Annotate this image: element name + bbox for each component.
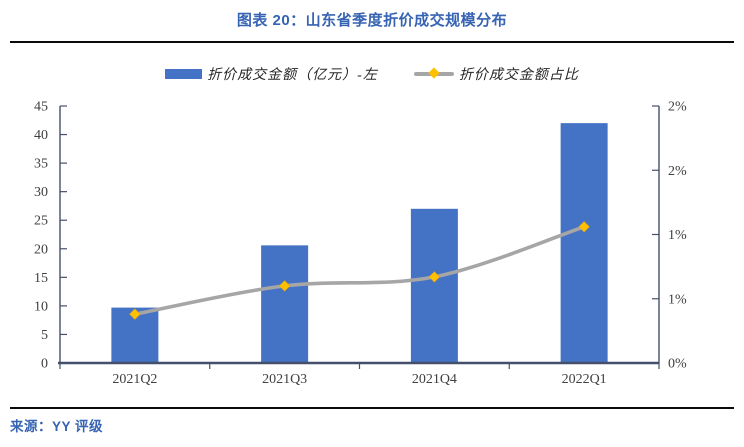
- figure-title: 图表 20：山东省季度折价成交规模分布: [236, 12, 508, 29]
- right-axis-tick-label: 2%: [668, 164, 687, 179]
- right-axis-tick-label: 1%: [668, 228, 687, 243]
- chart-legend: 折价成交金额（亿元）-左 折价成交金额占比: [0, 62, 744, 86]
- right-axis-tick-label: 1%: [668, 292, 687, 307]
- left-axis-tick-label: 10: [34, 299, 48, 314]
- bar-2021Q3: [261, 245, 309, 363]
- left-axis-tick-label: 40: [34, 128, 48, 143]
- bar-series: [111, 123, 608, 363]
- right-axis-tick-label: 0%: [668, 357, 687, 372]
- left-axis-tick-label: 5: [41, 328, 48, 343]
- legend-label-bar-series: 折价成交金额（亿元）-左: [207, 68, 378, 83]
- bar-2021Q4: [410, 208, 458, 363]
- footer-divider: [10, 407, 734, 409]
- title-divider: [10, 41, 734, 43]
- source-note: 来源：YY 评级: [10, 419, 104, 434]
- diamond-marker-2021Q3: [279, 280, 291, 292]
- legend-item-bar-series: 折价成交金额（亿元）-左: [165, 64, 378, 84]
- x-axis-category-label: 2021Q4: [412, 372, 457, 387]
- left-axis-tick-label: 0: [41, 357, 48, 372]
- left-axis-tick-label: 15: [34, 271, 48, 286]
- line-markers: [129, 221, 590, 320]
- x-axis-category-label: 2021Q3: [262, 372, 307, 387]
- left-axis-tick-label: 25: [34, 214, 48, 229]
- legend-item-line-series: 折价成交金额占比: [413, 64, 579, 84]
- bar-series-swatch-icon: [165, 69, 203, 79]
- left-axis-tick-label: 20: [34, 242, 48, 257]
- right-axis-tick-label: 2%: [668, 100, 687, 115]
- legend-label-line-series: 折价成交金额占比: [458, 68, 579, 83]
- left-axis-tick-label: 45: [34, 100, 48, 115]
- line-series-swatch-icon: [413, 67, 454, 79]
- ratio-trend-line: [133, 224, 586, 316]
- axes: 0 5 10 15 20 25 30 35 40 45 0% 1% 1% 2% 2% 2021Q2 2021Q3…: [34, 100, 687, 388]
- left-axis-tick-label: 30: [34, 185, 48, 200]
- x-axis-category-label: 2022Q1: [562, 372, 607, 387]
- x-axis-category-label: 2021Q2: [112, 372, 157, 387]
- left-axis-tick-label: 35: [34, 157, 48, 172]
- bar-2022Q1: [560, 123, 608, 363]
- diamond-marker-2022Q1: [578, 221, 590, 233]
- diamond-marker-2021Q2: [129, 308, 141, 320]
- diamond-marker-2021Q4: [428, 271, 440, 283]
